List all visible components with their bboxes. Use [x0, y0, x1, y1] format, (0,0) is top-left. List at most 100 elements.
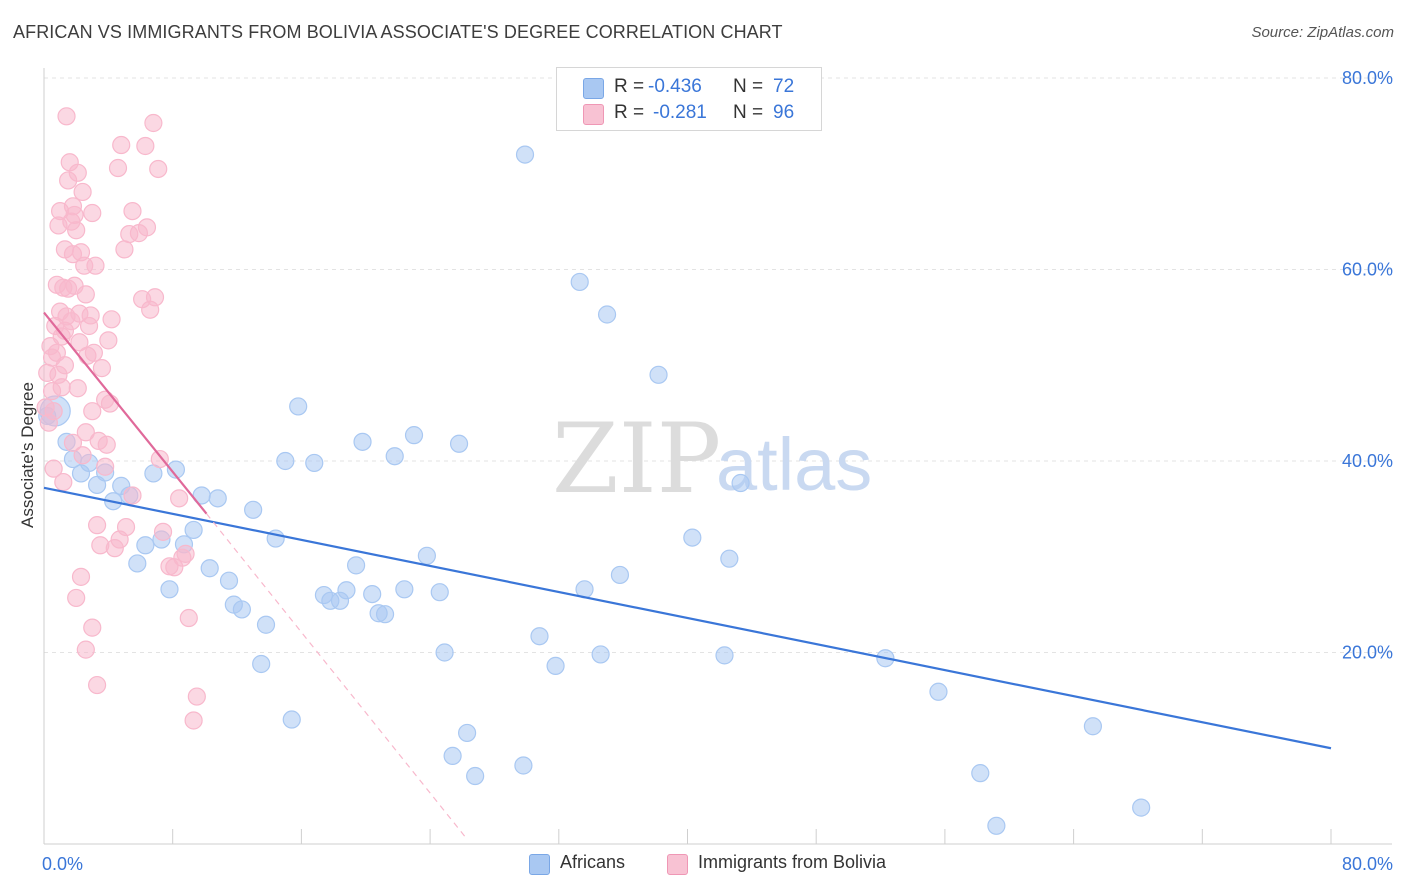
data-point	[76, 640, 95, 659]
data-point	[597, 305, 617, 324]
data-point	[83, 618, 102, 637]
data-point	[720, 549, 739, 568]
watermark-zip: ZIP	[552, 403, 721, 515]
legend-label-bolivia: Immigrants from Bolivia	[698, 852, 887, 872]
legend-swatch-bolivia	[583, 104, 604, 125]
data-point	[57, 107, 76, 126]
data-point	[346, 556, 366, 575]
data-point	[591, 645, 610, 664]
data-point	[83, 203, 102, 223]
n-value: 96	[773, 102, 795, 123]
series-legend: Africans Immigrants from Bolivia	[0, 852, 1406, 878]
data-point	[244, 500, 263, 519]
data-point	[144, 113, 163, 133]
trend-line-extension	[206, 513, 468, 840]
data-point	[81, 306, 100, 325]
y-tick-label: 40.0%	[1342, 451, 1393, 471]
data-point	[67, 221, 86, 240]
grid-lines	[44, 77, 1392, 653]
y-tick-label: 60.0%	[1342, 260, 1393, 280]
data-point	[570, 272, 589, 292]
data-point	[404, 426, 424, 445]
data-point	[530, 627, 549, 646]
data-point	[649, 365, 668, 384]
data-point	[256, 615, 276, 634]
data-point	[179, 608, 198, 628]
n-label: N =	[733, 76, 764, 97]
data-point	[208, 489, 227, 508]
data-point	[76, 423, 95, 442]
data-point	[1132, 798, 1151, 817]
data-point	[200, 559, 219, 578]
data-point	[55, 356, 75, 375]
x-tick-label: 0.0%	[42, 854, 83, 874]
data-point	[232, 600, 251, 619]
series-africans	[38, 145, 1151, 835]
r-label: R =	[614, 76, 645, 97]
data-point	[610, 565, 630, 585]
data-point	[63, 433, 83, 452]
data-point	[68, 163, 87, 182]
y-axis-label: Associate's Degree	[18, 382, 37, 528]
data-point	[252, 654, 271, 674]
data-point	[116, 517, 136, 537]
data-point	[337, 581, 356, 600]
data-point	[514, 756, 533, 775]
data-point	[166, 460, 186, 479]
data-point	[466, 766, 485, 786]
tick-labels: 20.0% 40.0% 60.0% 80.0% 0.0% 80.0%	[42, 68, 1393, 874]
data-point	[87, 675, 107, 695]
x-tick-label: 80.0%	[1342, 854, 1393, 874]
data-point	[137, 218, 157, 237]
data-point	[115, 240, 134, 259]
y-tick-label: 20.0%	[1342, 643, 1393, 663]
data-point	[128, 554, 147, 573]
data-point	[99, 331, 118, 350]
data-point	[170, 489, 189, 508]
data-point	[731, 473, 750, 493]
data-point	[546, 656, 565, 676]
r-value: -0.436	[648, 76, 702, 97]
data-point	[149, 159, 168, 179]
legend-swatch-africans	[583, 78, 604, 99]
data-point	[430, 583, 449, 602]
stats-legend: R = -0.436 N = 72 R = -0.281 N = 96	[556, 67, 822, 131]
data-point	[123, 201, 142, 221]
data-point	[289, 397, 308, 416]
data-point	[449, 434, 469, 453]
legend-label-africans: Africans	[560, 852, 626, 872]
data-point	[683, 528, 702, 547]
chart-title: AFRICAN VS IMMIGRANTS FROM BOLIVIA ASSOC…	[13, 22, 783, 42]
data-point	[73, 182, 92, 202]
r-value: -0.281	[653, 102, 707, 123]
data-point	[73, 446, 92, 465]
y-tick-label: 80.0%	[1342, 68, 1393, 88]
axes	[43, 68, 1392, 845]
data-point	[715, 646, 734, 665]
trend-line	[43, 311, 208, 515]
data-point	[515, 145, 535, 164]
data-point	[153, 522, 173, 541]
data-point	[176, 544, 195, 563]
data-point	[102, 310, 121, 329]
series-bolivia	[36, 107, 206, 730]
data-point	[385, 447, 404, 466]
data-point	[86, 256, 105, 275]
data-point	[136, 136, 155, 156]
watermark-atlas: atlas	[716, 423, 872, 506]
data-point	[184, 520, 203, 540]
data-point	[363, 584, 382, 604]
data-point	[76, 285, 95, 304]
data-point	[71, 567, 91, 586]
data-point	[971, 764, 990, 783]
watermark: ZIP atlas	[552, 403, 872, 515]
data-point	[54, 472, 73, 492]
legend-swatch-africans	[529, 854, 550, 875]
data-point	[150, 449, 169, 469]
data-point	[87, 516, 107, 535]
data-point	[375, 605, 395, 624]
data-point	[112, 135, 131, 155]
source-label: Source: ZipAtlas.com	[1251, 24, 1394, 41]
data-point	[44, 402, 63, 421]
